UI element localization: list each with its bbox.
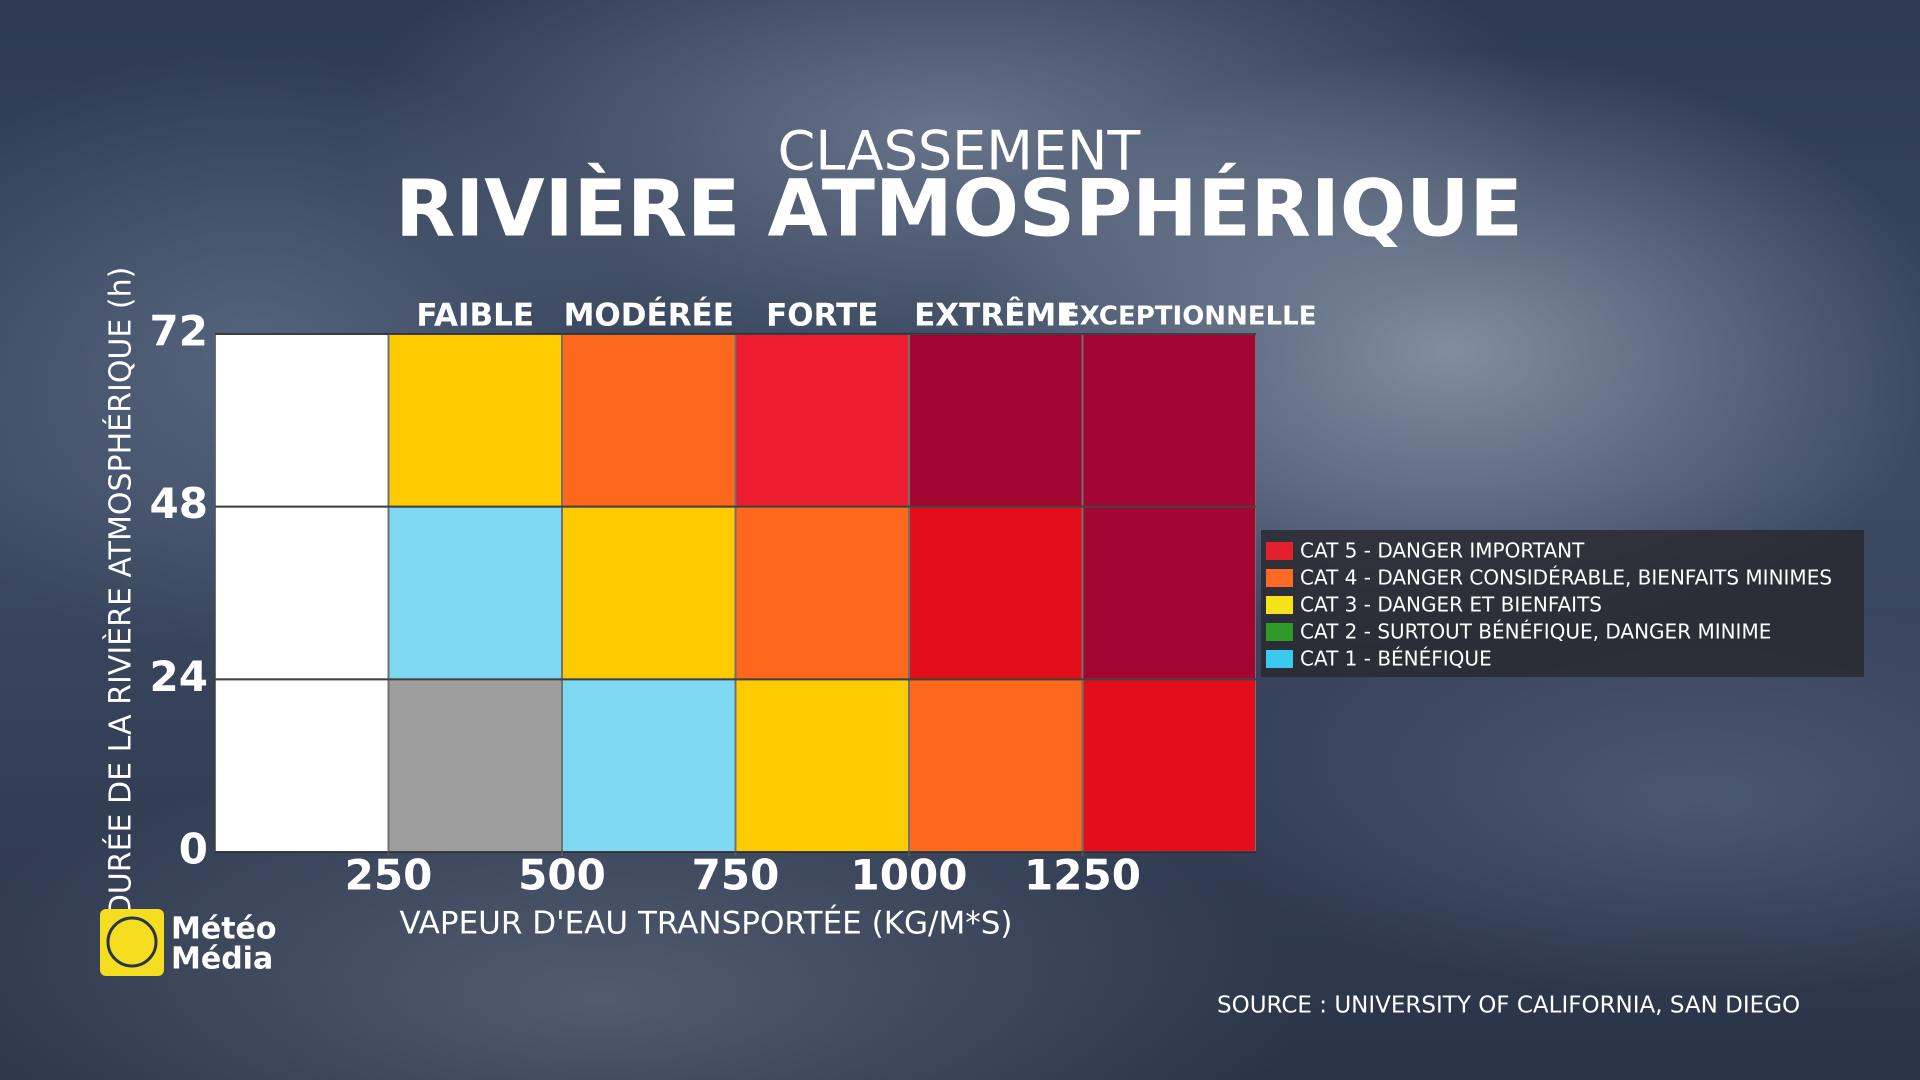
cell	[910, 507, 1082, 679]
legend-label: CAT 5 - DANGER IMPORTANT	[1300, 539, 1585, 563]
cell	[1083, 507, 1255, 679]
category-label: EXTRÊME	[914, 298, 1077, 334]
source: SOURCE : UNIVERSITY OF CALIFORNIA, SAN D…	[1217, 993, 1800, 1019]
logo-text: Média	[171, 942, 273, 977]
cell	[389, 507, 561, 679]
chart-pretitle: CLASSEMENT	[778, 120, 1142, 183]
legend-label: CAT 3 - DANGER ET BIENFAITS	[1300, 593, 1602, 617]
logo-globe	[106, 916, 158, 968]
cell	[563, 335, 735, 506]
logo-text: Météo	[171, 912, 277, 947]
plot-background	[215, 334, 1256, 852]
x-tick-label: 1250	[1024, 851, 1141, 900]
cell	[216, 335, 388, 506]
category-label: FORTE	[766, 298, 878, 334]
legend-swatch	[1266, 623, 1293, 641]
legend-label: CAT 2 - SURTOUT BÉNÉFIQUE, DANGER MINIME	[1300, 620, 1771, 644]
legend-swatch	[1266, 596, 1293, 614]
x-axis-label: VAPEUR D'EAU TRANSPORTÉE (KG/M*S)	[399, 906, 1012, 942]
y-tick-label: 48	[150, 479, 208, 528]
x-tick-label: 500	[518, 851, 606, 900]
cell	[736, 680, 908, 851]
cell	[1083, 335, 1255, 506]
x-tick-label: 1000	[851, 851, 968, 900]
legend-swatch	[1266, 650, 1293, 668]
cell	[910, 680, 1082, 851]
x-tick-label: 750	[692, 851, 780, 900]
cell	[736, 335, 908, 506]
cell	[216, 507, 388, 679]
x-tick-label: 250	[345, 851, 433, 900]
y-axis-label: DURÉE DE LA RIVIÈRE ATMOSPHÉRIQUE (h)	[103, 267, 139, 918]
y-tick-label: 0	[179, 825, 208, 874]
category-label: FAIBLE	[416, 298, 534, 334]
cell	[389, 680, 561, 851]
cell	[389, 335, 561, 506]
cell	[1083, 680, 1255, 851]
y-tick-label: 24	[150, 652, 208, 701]
cell	[736, 507, 908, 679]
legend-swatch	[1266, 569, 1293, 587]
category-label: EXCEPTIONNELLE	[1062, 302, 1316, 332]
legend-label: CAT 4 - DANGER CONSIDÉRABLE, BIENFAITS M…	[1300, 566, 1832, 590]
category-label: MODÉRÉE	[564, 298, 734, 334]
y-tick-label: 72	[150, 307, 208, 356]
legend-box	[1261, 530, 1864, 677]
legend-label: CAT 1 - BÉNÉFIQUE	[1300, 647, 1492, 671]
legend-swatch	[1266, 542, 1293, 560]
cell	[563, 680, 735, 851]
cell	[563, 507, 735, 679]
cell	[216, 680, 388, 851]
cell	[910, 335, 1082, 506]
chart-title: RIVIÈRE ATMOSPHÉRIQUE	[395, 162, 1523, 254]
